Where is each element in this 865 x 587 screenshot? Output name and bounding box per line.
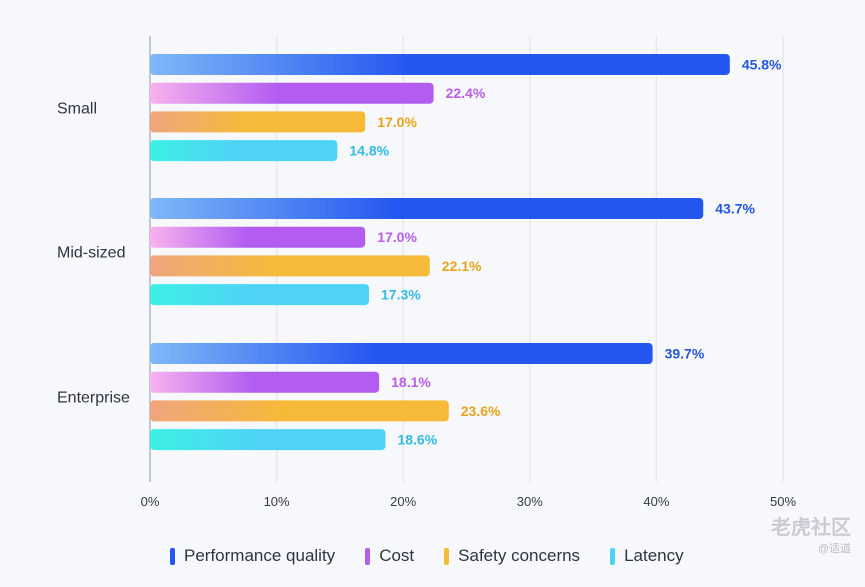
- bar: [150, 284, 370, 306]
- bar: [150, 82, 434, 104]
- data-label: 23.6%: [461, 403, 501, 419]
- chart-legend: Performance quality Cost Safety concerns…: [170, 546, 684, 566]
- data-label: 22.4%: [446, 85, 486, 101]
- x-tick-label: 20%: [390, 494, 416, 509]
- bar: [150, 255, 430, 277]
- legend-swatch: [365, 547, 371, 565]
- data-label: 18.1%: [391, 374, 431, 390]
- x-tick-label: 50%: [770, 494, 796, 509]
- x-tick-label: 0%: [141, 494, 160, 509]
- bar: [150, 429, 386, 451]
- watermark: 老虎社区 @适道: [771, 518, 851, 555]
- legend-label: Safety concerns: [458, 546, 581, 565]
- data-label: 17.3%: [381, 287, 421, 303]
- x-tick-label: 40%: [643, 494, 669, 509]
- bar: [150, 400, 449, 422]
- legend-label: Cost: [379, 546, 415, 565]
- data-label: 22.1%: [442, 258, 482, 274]
- category-label: Small: [57, 101, 97, 118]
- legend-item-performance-quality: Performance quality: [170, 546, 335, 566]
- bar: [150, 343, 653, 364]
- watermark-text: 老虎社区: [771, 517, 851, 539]
- legend-item-cost: Cost: [365, 546, 414, 566]
- bar: [150, 140, 338, 162]
- data-label: 39.7%: [665, 346, 705, 362]
- x-tick-label: 10%: [264, 494, 290, 509]
- data-label: 18.6%: [397, 432, 437, 448]
- x-tick-label: 30%: [517, 494, 543, 509]
- watermark-subtext: @适道: [817, 543, 851, 555]
- bar: [150, 198, 704, 219]
- legend-item-latency: Latency: [610, 546, 684, 566]
- legend-swatch: [610, 547, 616, 565]
- data-label: 14.8%: [349, 143, 389, 159]
- bar: [150, 226, 366, 248]
- bar: [150, 371, 380, 393]
- legend-label: Latency: [624, 546, 684, 565]
- legend-swatch: [444, 547, 450, 565]
- legend-item-safety-concerns: Safety concerns: [444, 546, 580, 566]
- category-label: Mid-sized: [57, 245, 125, 262]
- data-label: 45.8%: [742, 57, 782, 73]
- legend-swatch: [170, 547, 175, 565]
- legend-label: Performance quality: [184, 546, 336, 565]
- data-label: 17.0%: [377, 114, 417, 130]
- data-label: 17.0%: [377, 229, 417, 245]
- data-label: 43.7%: [715, 201, 755, 217]
- category-label: Enterprise: [57, 390, 130, 407]
- bar: [150, 111, 366, 133]
- bar: [150, 54, 730, 75]
